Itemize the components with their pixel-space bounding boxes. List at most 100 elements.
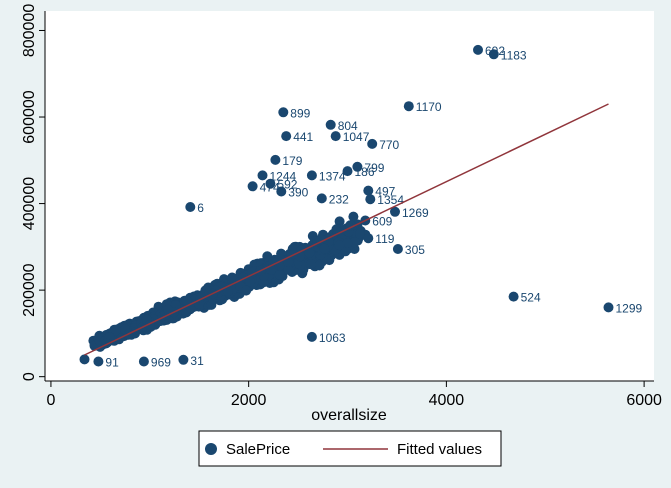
scatter-point bbox=[304, 247, 315, 258]
scatter-point bbox=[181, 295, 192, 306]
scatter-point bbox=[265, 178, 276, 189]
legend-label-saleprice: SalePrice bbox=[226, 441, 290, 458]
point-label: 799 bbox=[364, 161, 384, 175]
point-label: 1244 bbox=[270, 169, 297, 183]
point-label: 1269 bbox=[402, 206, 429, 220]
scatter-point bbox=[345, 220, 356, 231]
point-label: 592 bbox=[277, 178, 297, 192]
scatter-points bbox=[79, 44, 614, 367]
point-label: 1299 bbox=[616, 301, 643, 315]
point-label: 6 bbox=[197, 201, 204, 215]
scatter-point bbox=[270, 154, 281, 165]
y-tick-label: 600000 bbox=[21, 90, 38, 143]
scatter-point bbox=[340, 246, 351, 257]
scatter-point bbox=[367, 138, 378, 149]
scatter-point bbox=[314, 260, 325, 271]
scatter-point bbox=[283, 257, 294, 268]
y-tick-label: 800000 bbox=[21, 4, 38, 57]
scatter-point bbox=[352, 161, 363, 172]
scatter-point bbox=[403, 101, 414, 112]
point-label: 524 bbox=[521, 291, 541, 305]
point-label: 441 bbox=[293, 130, 313, 144]
scatter-point bbox=[222, 286, 233, 297]
scatter-point bbox=[342, 238, 353, 249]
point-label: 186 bbox=[355, 165, 375, 179]
x-tick-label: 6000 bbox=[626, 392, 662, 409]
scatter-point bbox=[365, 194, 376, 205]
point-label: 119 bbox=[375, 232, 394, 246]
scatter-point bbox=[278, 107, 289, 118]
point-label: 804 bbox=[338, 119, 358, 133]
legend: SalePrice Fitted values bbox=[198, 430, 502, 467]
axes: 0 2000 4000 6000 0 200000 400000 600000 800000 bbox=[21, 4, 662, 409]
point-label: 232 bbox=[329, 192, 349, 206]
scatter-point bbox=[315, 234, 326, 245]
scatter-point bbox=[603, 302, 614, 313]
point-label: 770 bbox=[379, 138, 399, 152]
point-label: 474 bbox=[260, 180, 280, 194]
point-label: 1374 bbox=[319, 169, 346, 183]
scatter-point bbox=[348, 211, 359, 222]
y-tick-label: 400000 bbox=[21, 177, 38, 230]
scatter-point bbox=[178, 354, 189, 365]
scatter-point bbox=[247, 181, 258, 192]
scatter-point bbox=[276, 186, 287, 197]
scatter-point bbox=[508, 291, 519, 302]
scatter-point bbox=[257, 170, 268, 181]
legend-marker-saleprice bbox=[205, 443, 217, 455]
scatter-point bbox=[185, 202, 196, 212]
point-label: 91 bbox=[105, 356, 119, 370]
scatter-point bbox=[334, 240, 345, 251]
x-tick-label: 4000 bbox=[429, 392, 465, 409]
scatter-point bbox=[79, 354, 90, 365]
scatter-point bbox=[488, 49, 499, 60]
scatter-point bbox=[316, 193, 327, 204]
scatter-point bbox=[363, 233, 374, 244]
fitted-line-path bbox=[84, 103, 609, 356]
point-label: 1170 bbox=[416, 100, 442, 114]
legend-label-fitted: Fitted values bbox=[397, 441, 482, 458]
scatter-point bbox=[390, 206, 400, 217]
point-label: 969 bbox=[151, 356, 171, 370]
point-label: 305 bbox=[405, 243, 425, 257]
scatter-point bbox=[355, 228, 365, 239]
x-tick-label: 0 bbox=[46, 392, 55, 409]
scatter-point bbox=[473, 44, 483, 55]
scatter-point bbox=[244, 276, 255, 287]
point-label: 899 bbox=[290, 106, 310, 120]
point-label: 1047 bbox=[343, 130, 370, 144]
point-label: 1183 bbox=[501, 48, 527, 62]
scatter-point bbox=[241, 285, 252, 296]
point-label: 692 bbox=[485, 44, 505, 58]
scatter-point bbox=[334, 216, 345, 227]
x-axis-title: overallsize bbox=[311, 407, 387, 424]
point-label: 609 bbox=[372, 215, 392, 229]
scatter-point bbox=[306, 331, 317, 342]
fitted-line bbox=[84, 103, 609, 356]
scatter-point bbox=[330, 131, 341, 142]
scatter-point bbox=[306, 259, 316, 270]
point-label: 179 bbox=[282, 154, 302, 168]
point-label: 31 bbox=[190, 354, 204, 368]
scatter-point bbox=[325, 119, 336, 130]
scatter-point bbox=[274, 269, 285, 280]
scatter-point bbox=[283, 264, 294, 275]
scatter-point bbox=[392, 244, 403, 254]
x-tick-label: 2000 bbox=[231, 392, 267, 409]
scatter-point bbox=[93, 356, 104, 367]
point-label: 1063 bbox=[319, 331, 346, 345]
scatter-point bbox=[319, 243, 330, 254]
y-tick-label: 0 bbox=[21, 372, 38, 381]
point-label: 1354 bbox=[377, 193, 404, 207]
scatter-point bbox=[342, 166, 353, 177]
y-tick-label: 200000 bbox=[21, 263, 38, 316]
scatter-point bbox=[363, 185, 374, 196]
scatter-point bbox=[110, 325, 121, 336]
point-label: 497 bbox=[375, 185, 395, 199]
point-label: 390 bbox=[288, 186, 308, 200]
scatter-point bbox=[138, 356, 149, 367]
scatter-point bbox=[306, 170, 317, 181]
scatter-point bbox=[281, 131, 292, 142]
